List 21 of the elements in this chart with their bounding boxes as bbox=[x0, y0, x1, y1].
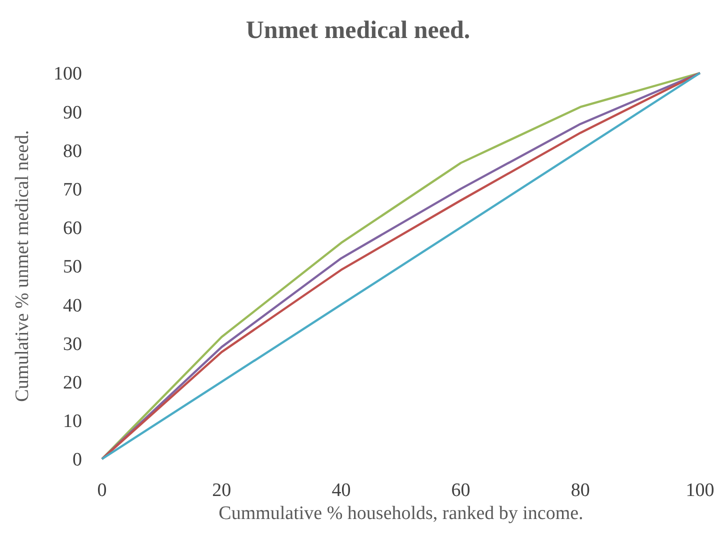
x-tick-label: 100 bbox=[686, 480, 714, 501]
y-tick-label: 100 bbox=[54, 64, 82, 85]
y-tick-label: 40 bbox=[63, 295, 82, 316]
y-tick-label: 70 bbox=[63, 179, 82, 200]
y-axis-title: Cumulative % unmet medical need. bbox=[12, 130, 33, 402]
x-tick-label: 60 bbox=[451, 480, 470, 501]
y-tick-label: 20 bbox=[63, 372, 82, 394]
y-tick-label: 60 bbox=[63, 218, 82, 240]
y-tick-label: 10 bbox=[63, 411, 82, 432]
y-tick-label: 80 bbox=[63, 140, 82, 162]
x-tick-label: 40 bbox=[332, 480, 351, 501]
line-series bbox=[100, 72, 702, 460]
y-tick-label: 50 bbox=[63, 256, 82, 278]
x-tick-label: 0 bbox=[97, 480, 107, 501]
x-tick-label: 20 bbox=[212, 480, 232, 501]
y-tick-label: 30 bbox=[63, 334, 82, 355]
x-tick-label: 80 bbox=[570, 480, 590, 501]
y-tick-label: 90 bbox=[63, 102, 82, 124]
x-axis-title: Cummulative % households, ranked by income. bbox=[218, 503, 584, 524]
chart-title: Unmet medical need. bbox=[246, 17, 470, 44]
y-tick-label: 0 bbox=[72, 450, 82, 471]
